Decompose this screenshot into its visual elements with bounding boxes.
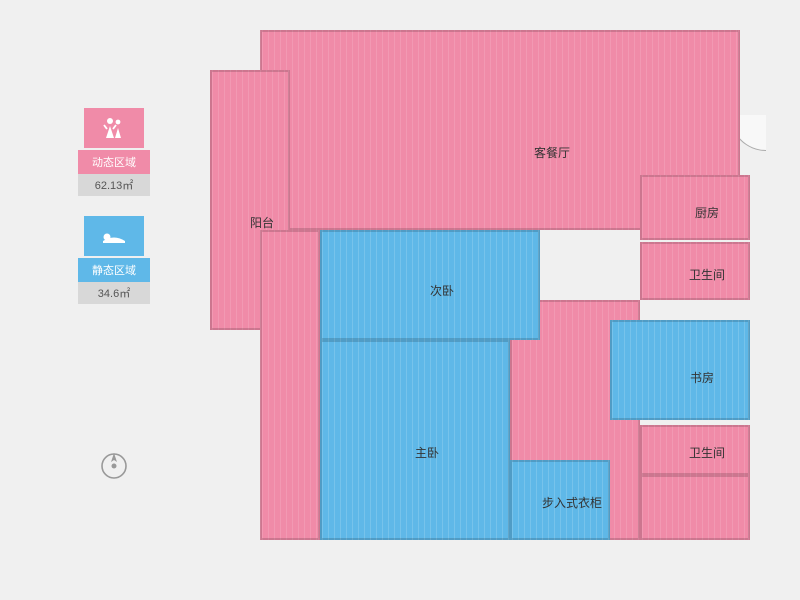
room-kitchen: 厨房 (640, 175, 750, 240)
legend-static: 静态区域 34.6㎡ (78, 216, 150, 304)
room-bath1: 卫生间 (640, 242, 750, 300)
legend: 动态区域 62.13㎡ 静态区域 34.6㎡ (78, 108, 150, 324)
room-label-study: 书房 (662, 369, 742, 386)
room-pink_bot (640, 475, 750, 540)
legend-static-value: 34.6㎡ (78, 282, 150, 304)
legend-dynamic-label: 动态区域 (78, 150, 150, 174)
room-label-closet: 步入式衣柜 (532, 494, 612, 511)
legend-dynamic-value: 62.13㎡ (78, 174, 150, 196)
legend-static-label: 静态区域 (78, 258, 150, 282)
room-pink_low (260, 230, 320, 540)
sleep-icon (84, 216, 144, 256)
room-label-kitchen: 厨房 (667, 204, 747, 221)
floorplan: 客餐厅阳台厨房卫生间卫生间次卧主卧步入式衣柜书房 (210, 30, 770, 585)
room-label-living: 客餐厅 (512, 144, 592, 161)
room-label-bath2: 卫生间 (667, 444, 747, 461)
room-label-bedroom2: 次卧 (402, 282, 482, 299)
room-label-bedroom1: 主卧 (387, 444, 467, 461)
room-closet: 步入式衣柜 (510, 460, 610, 540)
people-icon (84, 108, 144, 148)
compass-icon (98, 450, 130, 482)
room-bedroom1: 主卧 (320, 340, 510, 540)
legend-dynamic: 动态区域 62.13㎡ (78, 108, 150, 196)
room-study: 书房 (610, 320, 750, 420)
room-bath2: 卫生间 (640, 425, 750, 475)
room-label-bath1: 卫生间 (667, 266, 747, 283)
room-bedroom2: 次卧 (320, 230, 540, 340)
